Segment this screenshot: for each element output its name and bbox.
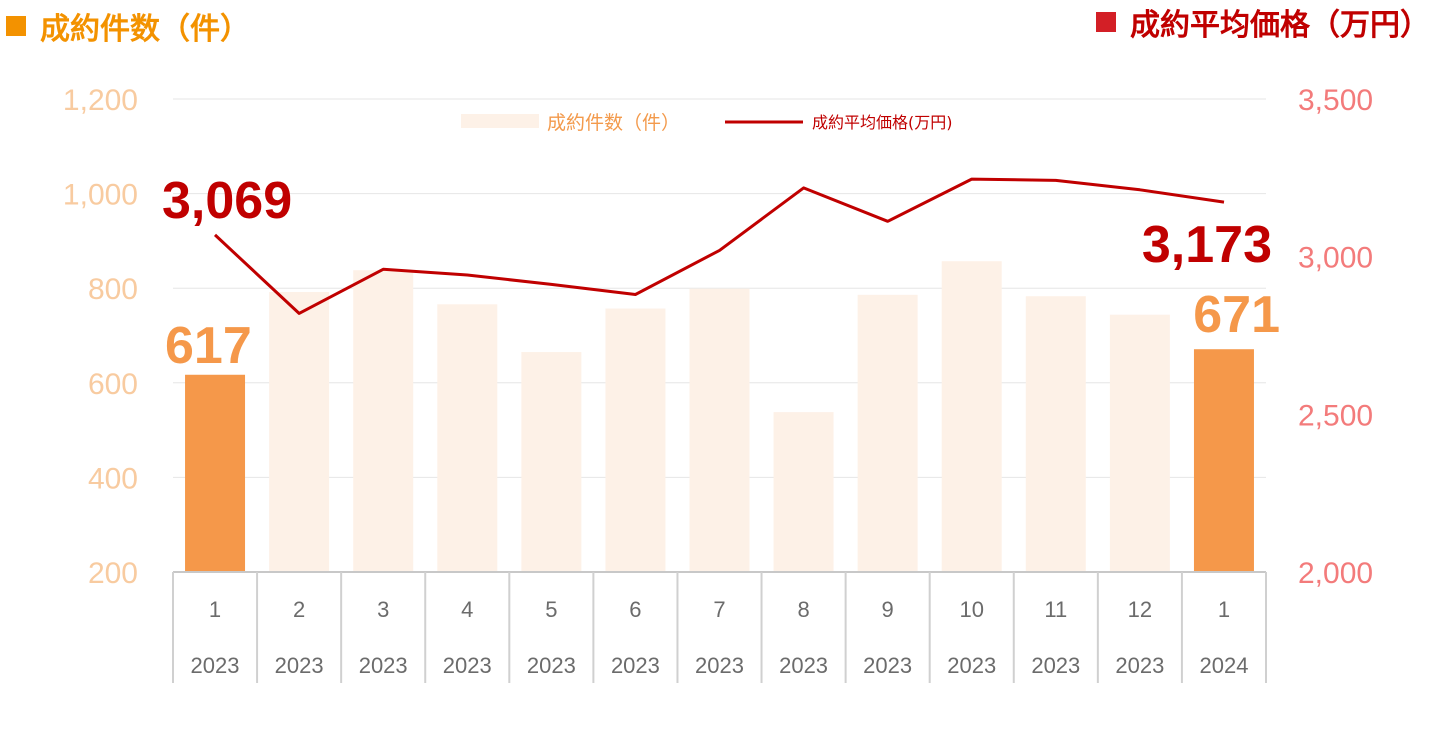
bar-count	[689, 288, 750, 572]
bar-count	[941, 261, 1002, 572]
bar-count	[269, 291, 330, 572]
left-tick-label: 1,000	[63, 179, 138, 212]
bar-count	[1109, 314, 1170, 572]
x-year-label: 2023	[695, 653, 744, 678]
left-tick-label: 200	[88, 557, 138, 590]
bar-count	[1025, 296, 1086, 572]
bar-count	[521, 352, 582, 572]
price-line	[213, 177, 1225, 315]
x-month-label: 11	[1044, 597, 1067, 622]
right-tick-label: 3,500	[1298, 84, 1373, 117]
x-year-label: 2023	[611, 653, 660, 678]
x-year-label: 2023	[863, 653, 912, 678]
x-month-label: 2	[293, 597, 305, 622]
bar-count	[185, 374, 246, 572]
x-year-label: 2023	[1115, 653, 1164, 678]
bar-count	[857, 294, 918, 572]
price-end-label: 3,173	[1142, 216, 1272, 274]
left-tick-label: 400	[88, 462, 138, 495]
count-end-label: 671	[1193, 286, 1280, 344]
x-month-label: 6	[629, 597, 641, 622]
x-year-label: 2023	[1031, 653, 1080, 678]
left-axis-title: 成約件数（件）	[6, 4, 250, 48]
x-month-label: 12	[1128, 597, 1152, 622]
bar-count	[773, 412, 834, 572]
x-month-label: 10	[959, 597, 983, 622]
x-month-label: 7	[713, 597, 725, 622]
price-start-label: 3,069	[162, 172, 292, 230]
bar-count	[437, 304, 498, 572]
legend-line-label: 成約平均価格(万円)	[812, 113, 953, 132]
bar-count	[605, 308, 666, 572]
bar-count	[1193, 349, 1254, 572]
x-month-label: 3	[377, 597, 389, 622]
count-start-label: 617	[165, 317, 252, 375]
x-year-label: 2023	[779, 653, 828, 678]
right-axis-title: 成約平均価格（万円）	[1096, 0, 1430, 44]
x-month-label: 9	[882, 597, 894, 622]
legend-bar-swatch	[461, 114, 539, 128]
right-series-square-icon	[1096, 12, 1116, 32]
right-tick-label: 2,500	[1298, 399, 1373, 432]
right-axis-title-text: 成約平均価格（万円）	[1130, 8, 1430, 43]
x-year-label: 2023	[359, 653, 408, 678]
x-month-label: 1	[209, 597, 221, 622]
legend-bar-label: 成約件数（件）	[547, 112, 680, 134]
x-year-label: 2023	[191, 653, 240, 678]
x-month-label: 5	[545, 597, 557, 622]
x-month-label: 1	[1218, 597, 1230, 622]
chart-legend: 成約件数（件） 成約平均価格(万円)	[461, 112, 953, 134]
x-month-label: 8	[797, 597, 809, 622]
x-year-label: 2023	[443, 653, 492, 678]
right-tick-label: 3,000	[1298, 242, 1373, 275]
left-tick-label: 600	[88, 368, 138, 401]
x-year-label: 2023	[947, 653, 996, 678]
left-tick-label: 1,200	[63, 84, 138, 117]
left-series-square-icon	[6, 16, 26, 36]
x-year-label: 2023	[527, 653, 576, 678]
right-tick-label: 2,000	[1298, 557, 1373, 590]
x-year-label: 2023	[275, 653, 324, 678]
left-tick-label: 800	[88, 273, 138, 306]
x-year-label: 2024	[1199, 653, 1248, 678]
left-axis-title-text: 成約件数（件）	[40, 12, 250, 47]
bar-count	[353, 270, 414, 572]
x-month-label: 4	[461, 597, 473, 622]
